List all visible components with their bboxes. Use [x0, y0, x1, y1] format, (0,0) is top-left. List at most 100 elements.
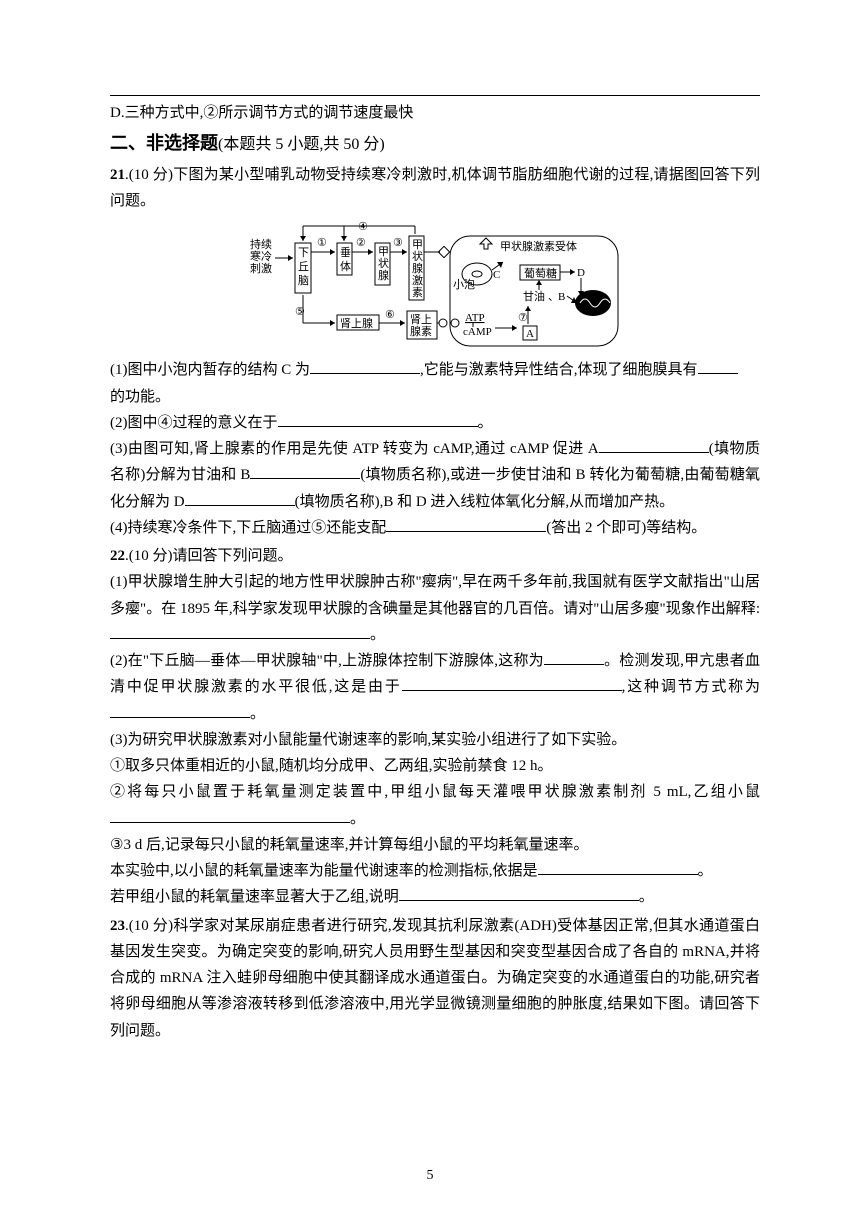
svg-text:cAMP: cAMP	[463, 326, 492, 338]
q21-diagram-container: 持续 寒冷 刺激 下 丘 脑 ① 垂 体	[110, 218, 760, 353]
q21-p2a: (2)图中④过程的意义在于	[110, 415, 278, 431]
blank	[110, 703, 250, 718]
svg-text:刺激: 刺激	[250, 261, 272, 275]
q22-sub2: (2)在"下丘脑—垂体—甲状腺轴"中,上游腺体控制下游腺体,这称为。检测发现,甲…	[110, 648, 760, 727]
q21-stem: 21.(10 分)下图为某小型哺乳动物受持续寒冷刺激时,机体调节脂肪细胞代谢的过…	[110, 162, 760, 215]
q21-sub1-cont: 的功能。	[110, 384, 760, 410]
blank	[386, 517, 546, 532]
svg-text:葡萄糖: 葡萄糖	[524, 266, 557, 280]
blank	[278, 412, 478, 427]
blank	[110, 808, 350, 823]
svg-text:状: 状	[378, 256, 389, 270]
svg-text:腺: 腺	[378, 268, 389, 282]
svg-text:③: ③	[393, 237, 403, 249]
svg-text:ATP: ATP	[465, 312, 485, 324]
svg-text:甲状腺激素受体: 甲状腺激素受体	[500, 239, 577, 253]
question-22: 22.(10 分)请回答下列问题。 (1)甲状腺增生肿大引起的地方性甲状腺肿古称…	[110, 543, 760, 911]
svg-text:激: 激	[412, 273, 423, 287]
svg-text:丘: 丘	[298, 260, 309, 273]
svg-text:体: 体	[340, 259, 351, 273]
section-2-title: 二、非选择题	[110, 133, 218, 153]
q22-p3-2: ②将每只小鼠置于耗氧量测定装置中,甲组小鼠每天灌喂甲状腺激素制剂 5 mL,乙组…	[110, 784, 760, 800]
q21-stem-text: 下图为某小型哺乳动物受持续寒冷刺激时,机体调节脂肪细胞代谢的过程,请据图回答下列…	[110, 167, 760, 209]
svg-text:持续: 持续	[250, 237, 272, 251]
q21-points: (10 分)	[129, 167, 173, 183]
q22-number: 22	[110, 548, 125, 564]
svg-text:状: 状	[412, 249, 423, 263]
q22-p3-5a: 若甲组小鼠的耗氧量速率显著大于乙组,说明	[110, 889, 399, 905]
svg-text:素: 素	[412, 286, 423, 299]
blank	[110, 624, 370, 639]
svg-text:寒冷: 寒冷	[250, 249, 272, 263]
q22-stem-text: 请回答下列问题。	[173, 548, 293, 564]
section-2-header: 二、非选择题(本题共 5 小题,共 50 分)	[110, 128, 760, 160]
q22-stem: 22.(10 分)请回答下列问题。	[110, 543, 760, 569]
blank	[399, 886, 639, 901]
q23-points: (10 分)	[129, 918, 173, 934]
svg-text:小泡: 小泡	[453, 277, 475, 291]
q21-sub4: (4)持续寒冷条件下,下丘脑通过⑤还能支配 (答出 2 个即可)等结构。	[110, 515, 760, 541]
q22-p3-2b: 。	[350, 811, 365, 827]
q23-number: 23	[110, 918, 125, 934]
q22-p3-4b: 。	[698, 863, 713, 879]
svg-text:甲: 甲	[412, 239, 423, 251]
q21-p1a: (1)图中小泡内暂存的结构 C 为	[110, 362, 310, 378]
svg-text:垂: 垂	[340, 246, 351, 259]
q23-stem: 23.(10 分)科学家对某尿崩症患者进行研究,发现其抗利尿激素(ADH)受体基…	[110, 913, 760, 1044]
blank	[185, 491, 295, 506]
q21-p3d: (填物质名称),B 和 D 进入线粒体氧化分解,从而增加产热。	[295, 494, 675, 510]
svg-text:D: D	[577, 267, 585, 279]
q22-sub3-2: ②将每只小鼠置于耗氧量测定装置中,甲组小鼠每天灌喂甲状腺激素制剂 5 mL,乙组…	[110, 779, 760, 832]
blank	[599, 438, 709, 453]
svg-text:脑: 脑	[298, 274, 309, 287]
q22-p2c: ,这种调节方式称为	[622, 679, 760, 695]
svg-text:⑥: ⑥	[385, 309, 395, 321]
q22-p1a: (1)甲状腺增生肿大引起的地方性甲状腺肿古称"瘿病",早在两千多年前,我国就有医…	[110, 574, 760, 616]
q21-sub1: (1)图中小泡内暂存的结构 C 为 ,它能与激素特异性结合,体现了细胞膜具有	[110, 357, 760, 383]
q22-p3-5b: 。	[639, 889, 654, 905]
svg-text:腺素: 腺素	[410, 324, 432, 338]
q21-p1b: ,它能与激素特异性结合,体现了细胞膜具有	[420, 362, 698, 378]
svg-text:肾上腺: 肾上腺	[340, 316, 373, 330]
page-number: 5	[0, 1164, 860, 1189]
svg-text:甘油: 甘油	[523, 289, 545, 303]
q23-stem-text: 科学家对某尿崩症患者进行研究,发现其抗利尿激素(ADH)受体基因正常,但其水通道…	[110, 918, 760, 1039]
q22-p3-4a: 本实验中,以小鼠的耗氧量速率为能量代谢速率的检测指标,依据是	[110, 863, 538, 879]
question-21: 21.(10 分)下图为某小型哺乳动物受持续寒冷刺激时,机体调节脂肪细胞代谢的过…	[110, 162, 760, 541]
q22-p1b: 。	[370, 627, 385, 643]
svg-text:A: A	[526, 328, 534, 340]
svg-text:④: ④	[358, 221, 368, 233]
blank	[698, 359, 738, 374]
svg-text:⑦: ⑦	[518, 312, 528, 324]
q22-p2d: 。	[250, 706, 265, 722]
q21-p3a: (3)由图可知,肾上腺素的作用是先使 ATP 转变为 cAMP,通过 cAMP …	[110, 441, 599, 457]
q22-sub1: (1)甲状腺增生肿大引起的地方性甲状腺肿古称"瘿病",早在两千多年前,我国就有医…	[110, 569, 760, 648]
svg-text:腺: 腺	[412, 261, 423, 275]
svg-text:肾上: 肾上	[410, 313, 432, 326]
q22-points: (10 分)	[129, 548, 173, 564]
svg-text:甲: 甲	[378, 246, 389, 258]
q21-p4a: (4)持续寒冷条件下,下丘脑通过⑤还能支配	[110, 520, 386, 536]
q22-sub3-3: ③3 d 后,记录每只小鼠的耗氧量速率,并计算每组小鼠的平均耗氧量速率。	[110, 832, 760, 858]
q21-diagram: 持续 寒冷 刺激 下 丘 脑 ① 垂 体	[245, 218, 625, 353]
blank	[250, 464, 360, 479]
q21-sub2: (2)图中④过程的意义在于 。	[110, 410, 760, 436]
section-2-info: (本题共 5 小题,共 50 分)	[218, 136, 385, 153]
q21-p2b: 。	[478, 415, 493, 431]
q21-sub3: (3)由图可知,肾上腺素的作用是先使 ATP 转变为 cAMP,通过 cAMP …	[110, 436, 760, 515]
svg-text:下: 下	[298, 247, 309, 259]
svg-text:C: C	[493, 269, 500, 281]
q22-sub3-5: 若甲组小鼠的耗氧量速率显著大于乙组,说明 。	[110, 884, 760, 910]
blank	[310, 359, 420, 374]
svg-text:B: B	[558, 291, 565, 303]
blank	[544, 650, 604, 665]
q22-sub3-1: ①取多只体重相近的小鼠,随机均分成甲、乙两组,实验前禁食 12 h。	[110, 753, 760, 779]
option-d: D.三种方式中,②所示调节方式的调节速度最快	[110, 100, 760, 126]
top-rule	[110, 95, 760, 96]
q21-p4b: (答出 2 个即可)等结构。	[546, 520, 706, 536]
blank	[538, 860, 698, 875]
svg-text:①: ①	[317, 237, 327, 249]
q22-p2a: (2)在"下丘脑—垂体—甲状腺轴"中,上游腺体控制下游腺体,这称为	[110, 653, 544, 669]
svg-text:②: ②	[356, 237, 366, 249]
question-23: 23.(10 分)科学家对某尿崩症患者进行研究,发现其抗利尿激素(ADH)受体基…	[110, 913, 760, 1044]
